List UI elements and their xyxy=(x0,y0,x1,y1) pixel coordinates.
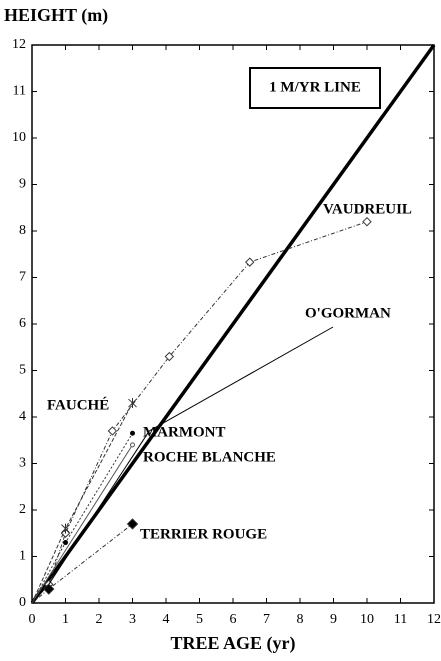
series-label: TERRIER ROUGE xyxy=(140,526,267,542)
y-tick-label: 0 xyxy=(19,595,26,610)
series-label: FAUCHÉ xyxy=(47,396,109,413)
marker xyxy=(130,442,135,448)
y-tick-label: 9 xyxy=(19,177,26,192)
series-line xyxy=(31,433,133,604)
marker xyxy=(362,216,372,227)
series-label: MARMONT xyxy=(143,424,226,440)
marker xyxy=(61,523,70,534)
x-tick-label: 2 xyxy=(96,612,103,627)
y-axis-label: HEIGHT (m) xyxy=(4,5,108,26)
x-tick-label: 0 xyxy=(29,612,36,627)
x-tick-label: 5 xyxy=(196,612,203,627)
marker xyxy=(245,257,255,267)
x-tick-label: 1 xyxy=(62,612,69,627)
x-tick-label: 11 xyxy=(394,612,407,627)
x-tick-label: 4 xyxy=(163,612,170,627)
marker xyxy=(130,430,135,436)
y-tick-label: 4 xyxy=(19,409,26,424)
y-tick-label: 12 xyxy=(12,37,26,52)
x-tick-label: 9 xyxy=(330,612,337,627)
y-tick-label: 8 xyxy=(19,223,26,238)
y-tick-label: 10 xyxy=(12,130,26,145)
y-tick-label: 1 xyxy=(19,549,26,564)
y-tick-label: 2 xyxy=(19,502,26,517)
marker xyxy=(164,351,175,362)
marker xyxy=(63,540,68,546)
legend-label: 1 M/YR LINE xyxy=(269,79,361,95)
x-tick-label: 12 xyxy=(427,612,441,627)
x-tick-label: 6 xyxy=(230,612,237,627)
series-line xyxy=(31,402,133,604)
series-label: O'GORMAN xyxy=(305,305,391,321)
legend-box xyxy=(249,67,381,109)
leader-line xyxy=(149,326,334,432)
series-label: VAUDREUIL xyxy=(323,201,412,217)
x-tick-label: 7 xyxy=(263,612,270,627)
marker xyxy=(107,426,118,436)
marker xyxy=(43,583,55,595)
marker xyxy=(128,398,137,409)
y-tick-label: 11 xyxy=(13,84,26,99)
x-tick-label: 10 xyxy=(360,612,374,627)
y-tick-label: 5 xyxy=(19,363,26,378)
series-line xyxy=(31,444,133,604)
x-axis-label: TREE AGE (yr) xyxy=(170,633,295,654)
y-tick-label: 7 xyxy=(19,270,26,285)
y-tick-label: 6 xyxy=(19,316,26,331)
x-tick-label: 3 xyxy=(129,612,136,627)
series-label: ROCHE BLANCHE xyxy=(143,449,276,465)
x-tick-label: 8 xyxy=(297,612,304,627)
series-line xyxy=(30,43,436,605)
marker xyxy=(126,518,139,530)
y-tick-label: 3 xyxy=(19,456,26,471)
